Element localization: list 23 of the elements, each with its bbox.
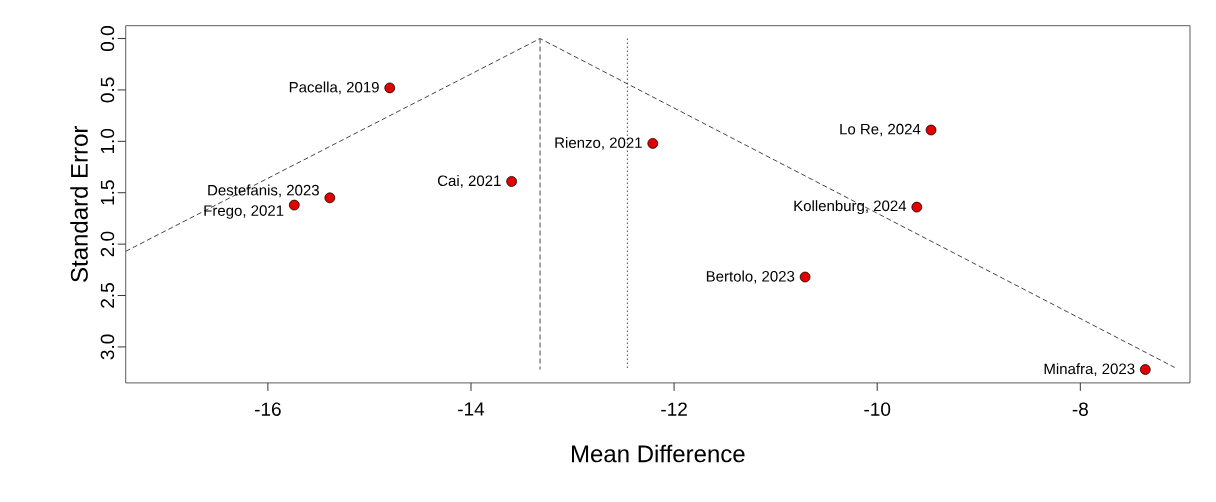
y-tick-label: 0.5 <box>100 77 115 103</box>
y-tick-label: 0.0 <box>100 26 115 52</box>
y-tick-label: 1.0 <box>100 128 115 154</box>
y-tick-label: 2.5 <box>100 283 115 308</box>
x-tick-label: -14 <box>458 402 485 416</box>
annotation: Frego, 2021 <box>204 205 284 219</box>
y-tick-label: 3.0 <box>100 334 115 360</box>
x-tick-label: -16 <box>255 402 281 416</box>
annotation: Pacella, 2019 <box>289 81 379 95</box>
annotation: Rienzo, 2021 <box>555 137 642 150</box>
x-tick-label: -8 <box>1072 402 1088 416</box>
y-tick-label: 1.5 <box>100 180 115 205</box>
x-axis-title: Mean Difference <box>572 444 745 463</box>
annotation: Bertolo, 2023 <box>706 270 795 284</box>
x-tick-label: -10 <box>864 402 891 416</box>
y-tick-label: 2.0 <box>100 231 115 257</box>
y-axis-title: Standard Error <box>70 126 88 282</box>
annotation: Destefanis, 2023 <box>208 184 319 198</box>
annotation: Cai, 2021 <box>437 175 501 188</box>
annotation: Lo Re, 2024 <box>840 123 921 137</box>
x-tick-label: -12 <box>661 402 687 416</box>
annotation: Kollenburg, 2024 <box>794 200 907 215</box>
annotation: Minafra, 2023 <box>1044 363 1135 376</box>
